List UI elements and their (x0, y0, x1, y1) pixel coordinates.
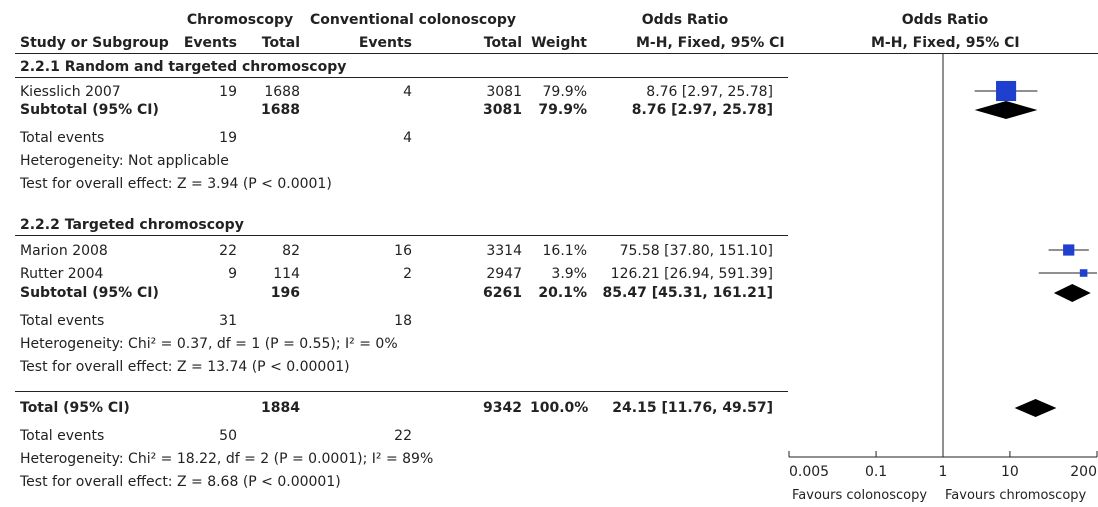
pooled-diamond (974, 101, 1038, 119)
column-total-conv: Total (483, 35, 522, 51)
weight: 16.1% (542, 243, 587, 259)
group1-divider (15, 77, 788, 78)
pooled-diamond (1014, 399, 1057, 417)
group-header-conventional: Conventional colonoscopy (310, 12, 516, 28)
column-total-chromo: Total (261, 35, 300, 51)
group2-title: 2.2.2 Targeted chromoscopy (20, 217, 244, 233)
group1-title: 2.2.1 Random and targeted chromoscopy (20, 59, 347, 75)
x-tick-label: 0.005 (789, 464, 829, 480)
total-events-chromo: 50 (219, 428, 237, 444)
total-events-conv: 4 (403, 130, 412, 146)
favours-right-label: Favours chromoscopy (945, 488, 1087, 503)
favours-left-label: Favours colonoscopy (792, 488, 928, 503)
total-conv: 3081 (486, 84, 522, 100)
column-events-conv: Events (358, 35, 412, 51)
subtotal-ci: 8.76 [2.97, 25.78] (631, 102, 773, 118)
subtotal-total-chromo: 196 (270, 285, 300, 301)
subtotal-weight: 20.1% (538, 285, 587, 301)
total-total-chromo: 1884 (261, 400, 300, 416)
column-method-plot: M-H, Fixed, 95% CI (871, 35, 1020, 51)
total-total-conv: 9342 (483, 400, 522, 416)
total-chromo: 1688 (264, 84, 300, 100)
overall-effect-text: Test for overall effect: Z = 3.94 (P < 0… (20, 176, 332, 192)
total-chromo: 114 (273, 266, 300, 282)
events-conv: 16 (394, 243, 412, 259)
total-events-chromo: 31 (219, 313, 237, 329)
x-tick-label: 10 (1001, 464, 1019, 480)
column-study: Study or Subgroup (20, 35, 169, 51)
column-weight: Weight (531, 35, 587, 51)
events-conv: 4 (403, 84, 412, 100)
heterogeneity-text: Heterogeneity: Not applicable (20, 153, 229, 169)
total-events-label: Total events (20, 313, 105, 329)
subtotal-weight: 79.9% (538, 102, 587, 118)
total-weight: 100.0% (530, 400, 589, 416)
study-name: Marion 2008 (20, 243, 108, 259)
study-point (1063, 244, 1075, 256)
weight: 3.9% (551, 266, 587, 282)
subtotal-total-conv: 6261 (483, 285, 522, 301)
overall-effect-text: Test for overall effect: Z = 13.74 (P < … (20, 359, 350, 375)
subtotal-label: Subtotal (95% CI) (20, 285, 159, 301)
events-chromo: 19 (219, 84, 237, 100)
events-chromo: 22 (219, 243, 237, 259)
events-conv: 2 (403, 266, 412, 282)
study-point (996, 80, 1017, 102)
column-method-table: M-H, Fixed, 95% CI (636, 35, 785, 51)
total-events-conv: 22 (394, 428, 412, 444)
heterogeneity-text: Heterogeneity: Chi² = 0.37, df = 1 (P = … (20, 336, 398, 352)
x-tick-label: 1 (939, 464, 948, 480)
odds-ratio-ci: 75.58 [37.80, 151.10] (619, 243, 773, 259)
subtotal-total-conv: 3081 (483, 102, 522, 118)
total-chromo: 82 (282, 243, 300, 259)
total-events-label: Total events (20, 428, 105, 444)
study-point (1079, 269, 1088, 277)
study-name: Kiesslich 2007 (20, 84, 121, 100)
x-tick-label: 0.1 (865, 464, 887, 480)
heterogeneity-text: Heterogeneity: Chi² = 18.22, df = 2 (P =… (20, 451, 434, 467)
subtotal-ci: 85.47 [45.31, 161.21] (602, 285, 773, 301)
subtotal-label: Subtotal (95% CI) (20, 102, 159, 118)
group2-divider (15, 235, 788, 236)
total-conv: 2947 (486, 266, 522, 282)
group-header-chromoscopy: Chromoscopy (186, 12, 294, 28)
total-ci: 24.15 [11.76, 49.57] (612, 400, 773, 416)
total-divider (15, 391, 788, 392)
total-label: Total (95% CI) (20, 400, 130, 416)
total-events-label: Total events (20, 130, 105, 146)
overall-effect-text: Test for overall effect: Z = 8.68 (P < 0… (20, 474, 341, 490)
odds-ratio-ci: 126.21 [26.94, 591.39] (610, 266, 773, 282)
total-conv: 3314 (486, 243, 522, 259)
column-events-chromo: Events (183, 35, 237, 51)
total-events-chromo: 19 (219, 130, 237, 146)
total-events-conv: 18 (394, 313, 412, 329)
subtotal-total-chromo: 1688 (261, 102, 300, 118)
events-chromo: 9 (228, 266, 237, 282)
weight: 79.9% (542, 84, 587, 100)
pooled-diamond (1053, 284, 1091, 302)
odds-ratio-plot-title: Odds Ratio (901, 12, 989, 28)
x-tick-label: 200 (1070, 464, 1097, 480)
odds-ratio-ci: 8.76 [2.97, 25.78] (646, 84, 773, 100)
odds-ratio-table-title: Odds Ratio (641, 12, 729, 28)
header-divider (15, 53, 1098, 54)
study-name: Rutter 2004 (20, 266, 104, 282)
